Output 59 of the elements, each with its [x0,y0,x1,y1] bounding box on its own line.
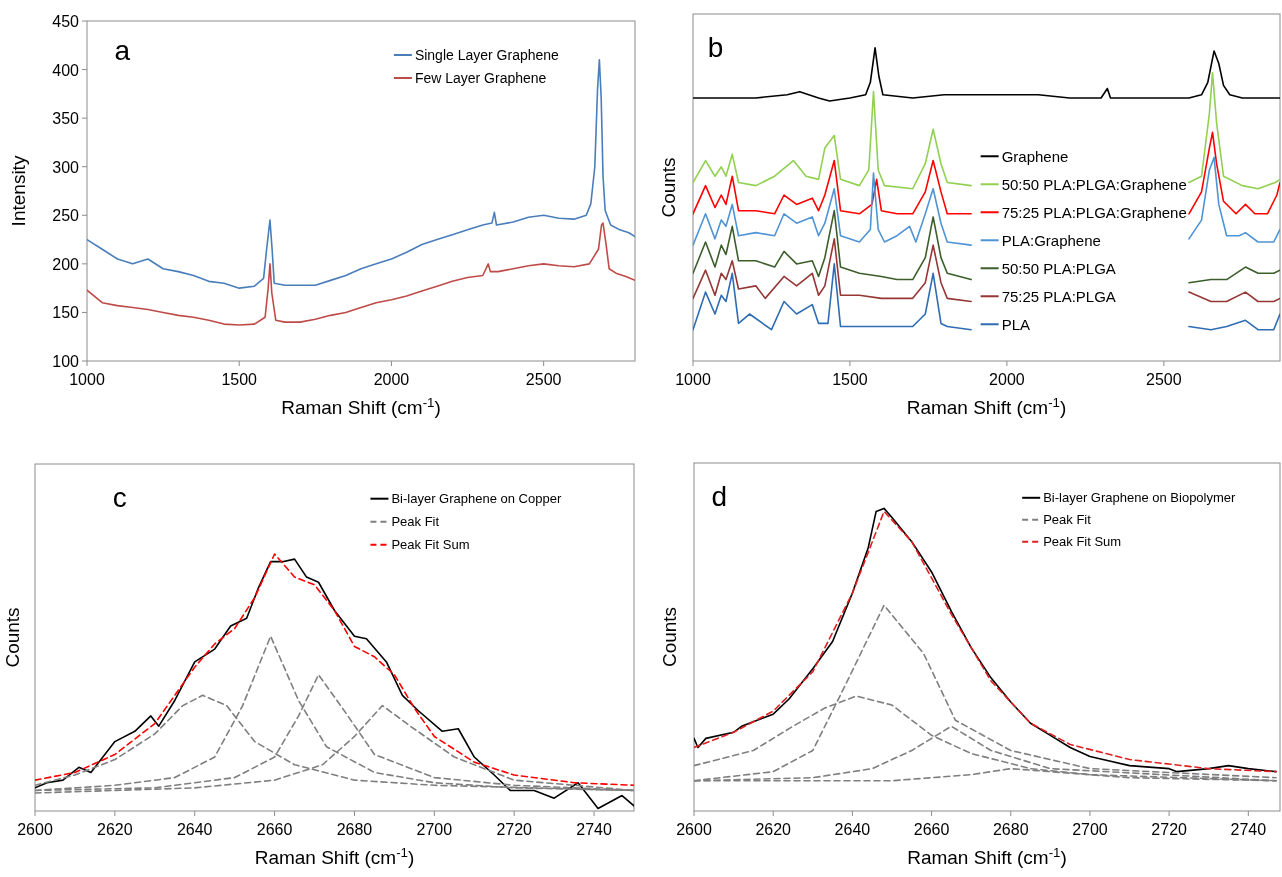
x-tick-label: 2000 [989,371,1025,388]
x-tick-label: 1000 [675,371,711,388]
x-tick-label: 2640 [834,821,871,838]
x-tick-label: 2660 [256,821,293,838]
x-tick-label: 2640 [176,821,213,838]
x-axis-title: Raman Shift (cm$^{-1}$) [254,844,415,868]
y-tick-label: 300 [52,158,80,176]
y-axis-title: Counts [659,606,680,668]
x-tick-label: 2680 [336,821,373,838]
y-tick-label: 100 [52,353,80,370]
x-tick-label: 1500 [221,371,258,388]
text: c [112,481,127,513]
y-tick-label: 400 [52,61,80,79]
x-tick-label: 1000 [69,371,105,388]
x-tick-label: 2500 [525,371,562,388]
legend-label: Graphene [1001,147,1069,165]
legend-label: Peak Fit Sum [1043,534,1122,550]
y-tick-label: 450 [52,13,80,30]
x-tick-label: 2600 [676,821,712,838]
series-label: 75:25 PLA:PLGA:Graphene [1001,203,1187,221]
x-tick-label: 2740 [576,821,612,838]
x-tick-label: 2600 [17,821,53,838]
x-tick-label: 2700 [1072,821,1108,838]
legend-label: Peak Fit [1043,512,1092,528]
annotation: a [114,34,131,66]
legend-label: Peak Fit Sum [391,537,470,553]
legend-label: PLA [1001,315,1030,333]
x-axis-title: Raman Shift (cm$^{-1}$) [281,394,441,418]
x-tick-label: 2720 [1151,821,1188,838]
legend-label: Bi-layer Graphene on Copper [391,491,562,507]
legend-label: Few Layer Graphene [414,70,547,87]
legend-label: 75:25 PLA:PLGA [1001,287,1116,305]
y-tick-label: 200 [52,255,80,273]
x-tick-label: 1500 [832,371,868,388]
legend-label: Peak Fit [391,514,440,530]
x-axis-title: Raman Shift (cm$^{-1}$) [906,394,1067,418]
x-tick-label: 2720 [496,821,533,838]
legend-label: Bi-layer Graphene on Biopolymer [1043,490,1237,506]
annotation: b [707,31,724,63]
x-tick-label: 2620 [755,821,792,838]
y-axis-title: Intensity [8,155,29,227]
legend-label: PLA:Graphene [1001,231,1101,249]
y-axis-title: Counts [658,157,679,218]
x-tick-label: 2700 [416,821,453,838]
annotation: d [711,480,728,512]
x-tick-label: 2000 [373,371,410,388]
x-tick-label: 2740 [1230,821,1267,838]
y-axis-title: Counts [2,607,23,668]
x-tick-label: 2660 [913,821,950,838]
x-axis-title: Raman Shift (cm$^{-1}$) [907,844,1067,868]
y-tick-label: 150 [52,304,80,322]
series-label: 50:50 PLA:PLGA:Graphene [1001,175,1187,193]
y-tick-label: 350 [52,110,80,128]
x-tick-label: 2680 [992,821,1029,838]
x-tick-label: 2500 [1146,371,1182,388]
legend-label: 50:50 PLA:PLGA [1001,259,1116,277]
x-tick-label: 2620 [97,821,133,838]
y-tick-label: 250 [52,207,80,225]
legend-label: Single Layer Graphene [414,47,560,64]
